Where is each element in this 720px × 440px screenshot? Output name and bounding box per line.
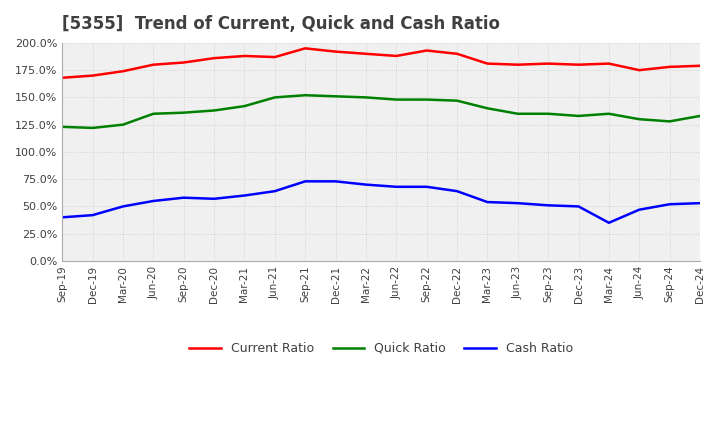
- Cash Ratio: [271, 188, 279, 194]
- Current Ratio: [483, 61, 492, 66]
- Current Ratio: [575, 62, 583, 67]
- Quick Ratio: [575, 113, 583, 118]
- Current Ratio: [149, 62, 158, 67]
- Current Ratio: [453, 51, 462, 56]
- Current Ratio: [665, 64, 674, 70]
- Quick Ratio: [179, 110, 188, 115]
- Cash Ratio: [635, 207, 644, 213]
- Current Ratio: [361, 51, 370, 56]
- Cash Ratio: [301, 179, 310, 184]
- Current Ratio: [119, 69, 127, 74]
- Quick Ratio: [149, 111, 158, 117]
- Current Ratio: [301, 46, 310, 51]
- Quick Ratio: [361, 95, 370, 100]
- Cash Ratio: [605, 220, 613, 225]
- Cash Ratio: [423, 184, 431, 190]
- Cash Ratio: [240, 193, 249, 198]
- Quick Ratio: [483, 106, 492, 111]
- Current Ratio: [331, 49, 340, 54]
- Cash Ratio: [665, 202, 674, 207]
- Current Ratio: [179, 60, 188, 65]
- Quick Ratio: [696, 113, 704, 118]
- Cash Ratio: [544, 203, 552, 208]
- Cash Ratio: [361, 182, 370, 187]
- Cash Ratio: [331, 179, 340, 184]
- Quick Ratio: [544, 111, 552, 117]
- Current Ratio: [635, 67, 644, 73]
- Quick Ratio: [210, 108, 218, 113]
- Cash Ratio: [483, 199, 492, 205]
- Quick Ratio: [119, 122, 127, 127]
- Quick Ratio: [453, 98, 462, 103]
- Line: Quick Ratio: Quick Ratio: [62, 95, 700, 128]
- Cash Ratio: [179, 195, 188, 200]
- Quick Ratio: [58, 124, 66, 129]
- Quick Ratio: [301, 92, 310, 98]
- Cash Ratio: [392, 184, 400, 190]
- Quick Ratio: [635, 117, 644, 122]
- Quick Ratio: [331, 94, 340, 99]
- Line: Cash Ratio: Cash Ratio: [62, 181, 700, 223]
- Current Ratio: [271, 55, 279, 60]
- Line: Current Ratio: Current Ratio: [62, 48, 700, 78]
- Quick Ratio: [605, 111, 613, 117]
- Cash Ratio: [513, 201, 522, 206]
- Current Ratio: [423, 48, 431, 53]
- Current Ratio: [513, 62, 522, 67]
- Current Ratio: [544, 61, 552, 66]
- Current Ratio: [696, 63, 704, 69]
- Current Ratio: [392, 53, 400, 59]
- Current Ratio: [240, 53, 249, 59]
- Current Ratio: [89, 73, 97, 78]
- Quick Ratio: [392, 97, 400, 102]
- Quick Ratio: [423, 97, 431, 102]
- Text: [5355]  Trend of Current, Quick and Cash Ratio: [5355] Trend of Current, Quick and Cash …: [62, 15, 500, 33]
- Current Ratio: [210, 55, 218, 61]
- Legend: Current Ratio, Quick Ratio, Cash Ratio: Current Ratio, Quick Ratio, Cash Ratio: [184, 337, 577, 360]
- Cash Ratio: [453, 188, 462, 194]
- Current Ratio: [605, 61, 613, 66]
- Cash Ratio: [58, 215, 66, 220]
- Cash Ratio: [119, 204, 127, 209]
- Cash Ratio: [575, 204, 583, 209]
- Quick Ratio: [271, 95, 279, 100]
- Quick Ratio: [89, 125, 97, 131]
- Cash Ratio: [89, 213, 97, 218]
- Cash Ratio: [210, 196, 218, 202]
- Quick Ratio: [665, 119, 674, 124]
- Cash Ratio: [149, 198, 158, 204]
- Quick Ratio: [513, 111, 522, 117]
- Current Ratio: [58, 75, 66, 81]
- Quick Ratio: [240, 103, 249, 109]
- Cash Ratio: [696, 201, 704, 206]
